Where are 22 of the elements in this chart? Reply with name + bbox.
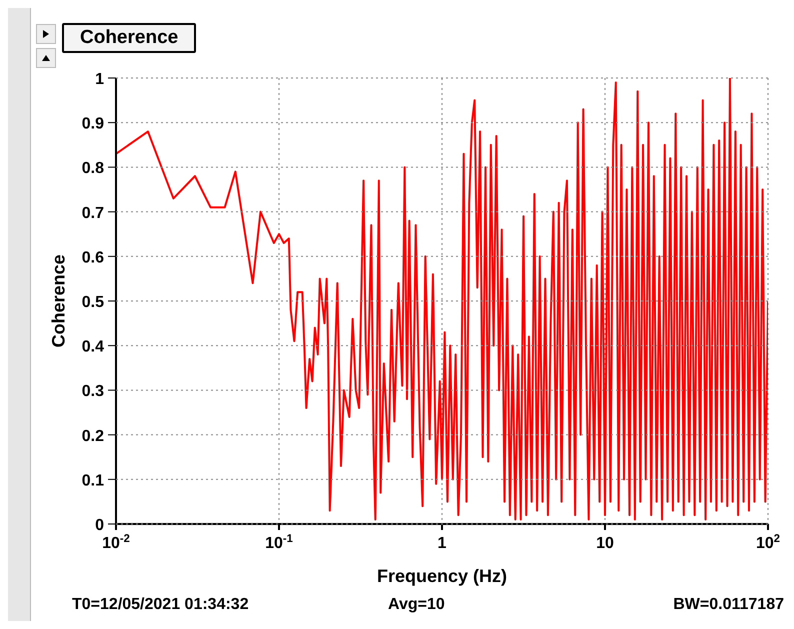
x-tick-label: 10$^{-2}$ [102, 533, 130, 552]
y-tick-label: 1 [95, 71, 104, 88]
x-tick-label: 10$^{2}$ [756, 533, 780, 552]
y-tick-label: 0.5 [82, 294, 104, 311]
x-tick-label: 10$^{-1}$ [265, 533, 293, 552]
y-tick-label: 0.8 [82, 160, 104, 178]
text: Avg=10 [388, 596, 445, 614]
x-tick-label: 10 [596, 535, 614, 552]
text: T0=12/05/2021 01:34:32 [72, 596, 249, 614]
y-tick-label: 0.3 [82, 383, 104, 400]
y-tick-label: 0 [95, 517, 104, 534]
y-tick-label: 0.7 [82, 204, 104, 222]
y-tick-label: 0.6 [82, 249, 104, 266]
text: BW=0.0117187 [673, 596, 784, 614]
y-tick-label: 0.4 [82, 338, 104, 356]
chart-title: Coherence [62, 23, 196, 53]
x-tick-label: 1 [438, 535, 447, 552]
y-tick-label: 0.1 [82, 472, 104, 490]
y-tick-label: 0.2 [82, 428, 104, 445]
y-axis-title: Coherence [48, 254, 68, 348]
x-axis-title: Frequency (Hz) [376, 566, 508, 586]
y-tick-label: 0.9 [82, 116, 104, 133]
